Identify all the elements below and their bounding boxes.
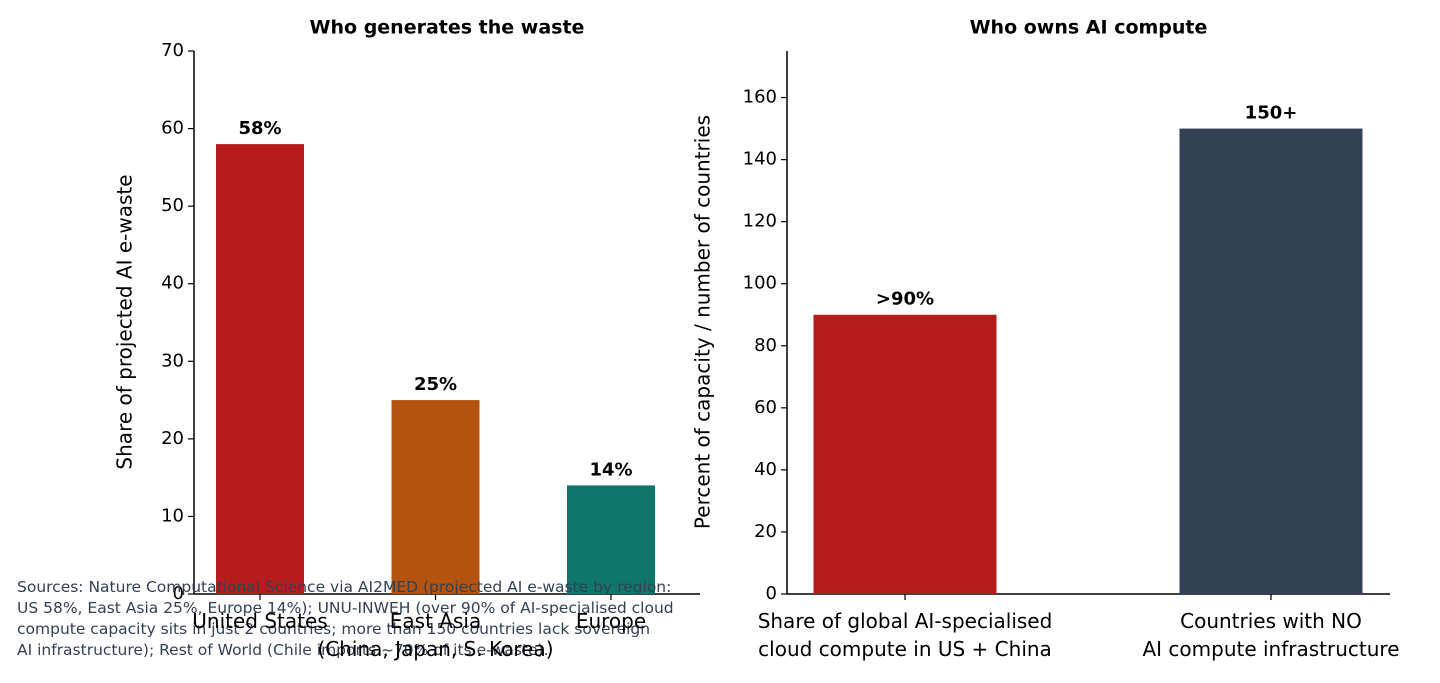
- y-tick-label: 70: [161, 40, 184, 61]
- x-tick-label: East Asia (China, Japan, S. Korea): [317, 609, 554, 661]
- value-label: 25%: [414, 374, 457, 395]
- y-tick-label: 20: [754, 521, 777, 542]
- value-label: 150+: [1245, 103, 1298, 124]
- bar: [1179, 128, 1363, 595]
- y-tick-label: 20: [161, 428, 184, 449]
- y-tick-label: 60: [754, 397, 777, 418]
- y-axis-label: Percent of capacity / number of countrie…: [691, 115, 715, 529]
- value-label: >90%: [876, 289, 934, 310]
- y-tick-label: 30: [161, 350, 184, 371]
- y-tick-label: 0: [173, 583, 184, 604]
- x-tick-label: Countries with NO AI compute infrastruct…: [1142, 609, 1400, 661]
- bar: [567, 485, 655, 594]
- y-tick-label: 0: [766, 583, 777, 604]
- y-tick-label: 100: [743, 273, 777, 294]
- bar: [813, 314, 997, 594]
- chart-title: Who owns AI compute: [970, 17, 1208, 39]
- y-tick-label: 80: [754, 335, 777, 356]
- x-tick-label: Share of global AI-specialised cloud com…: [757, 609, 1053, 661]
- bar: [391, 400, 480, 594]
- y-axis-label: Share of projected AI e-waste: [113, 174, 137, 469]
- y-tick-label: 60: [161, 118, 184, 139]
- y-tick-label: 40: [754, 459, 777, 480]
- chart-title: Who generates the waste: [310, 17, 585, 39]
- value-label: 58%: [238, 118, 281, 139]
- y-tick-label: 140: [743, 149, 777, 170]
- y-tick-label: 50: [161, 195, 184, 216]
- value-label: 14%: [589, 459, 632, 480]
- bar: [216, 144, 304, 595]
- x-tick-label: United States: [192, 609, 328, 633]
- y-tick-label: 120: [743, 211, 777, 232]
- y-tick-label: 10: [161, 505, 184, 526]
- y-tick-label: 40: [161, 273, 184, 294]
- sources-note: Sources: Nature Computational Science vi…: [17, 578, 674, 659]
- x-tick-label: Europe: [575, 609, 647, 633]
- y-tick-label: 160: [743, 87, 777, 108]
